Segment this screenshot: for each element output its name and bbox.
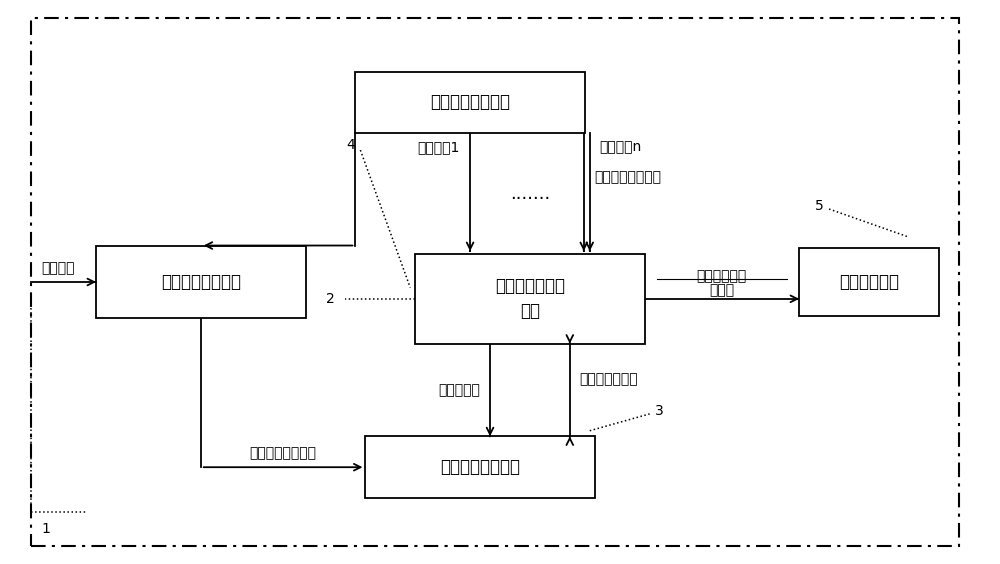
- Text: 1: 1: [42, 522, 51, 536]
- Text: 调用指令n: 调用指令n: [600, 140, 642, 155]
- Text: 模型阶次与参数值: 模型阶次与参数值: [250, 446, 317, 460]
- Bar: [355, 72, 585, 133]
- Text: 现场控制系统: 现场控制系统: [839, 273, 899, 291]
- Text: 4: 4: [346, 138, 355, 152]
- Bar: [96, 245, 306, 319]
- Text: 闭环粒子群整定
单元: 闭环粒子群整定 单元: [495, 277, 565, 320]
- Text: 控制回路仿真单元: 控制回路仿真单元: [440, 458, 520, 476]
- Text: 2: 2: [326, 292, 335, 306]
- Bar: [365, 437, 595, 498]
- Text: 迭代整定控制单元: 迭代整定控制单元: [430, 94, 510, 112]
- Text: 历史数据: 历史数据: [41, 261, 75, 275]
- Text: 5: 5: [815, 199, 823, 213]
- Text: 调用指令1: 调用指令1: [418, 140, 460, 155]
- Text: 闭环辨识模型单元: 闭环辨识模型单元: [161, 273, 241, 291]
- Text: 优化后的控制: 优化后的控制: [697, 270, 747, 283]
- Text: ·······: ·······: [510, 190, 550, 208]
- Bar: [799, 248, 939, 316]
- Text: 器参数: 器参数: [709, 284, 734, 297]
- Bar: [415, 254, 645, 343]
- Text: 控制器参数: 控制器参数: [438, 383, 480, 397]
- Text: 适应度评价指标: 适应度评价指标: [580, 372, 638, 386]
- Text: 初始化控制器参数: 初始化控制器参数: [595, 170, 662, 184]
- Text: 3: 3: [655, 404, 664, 418]
